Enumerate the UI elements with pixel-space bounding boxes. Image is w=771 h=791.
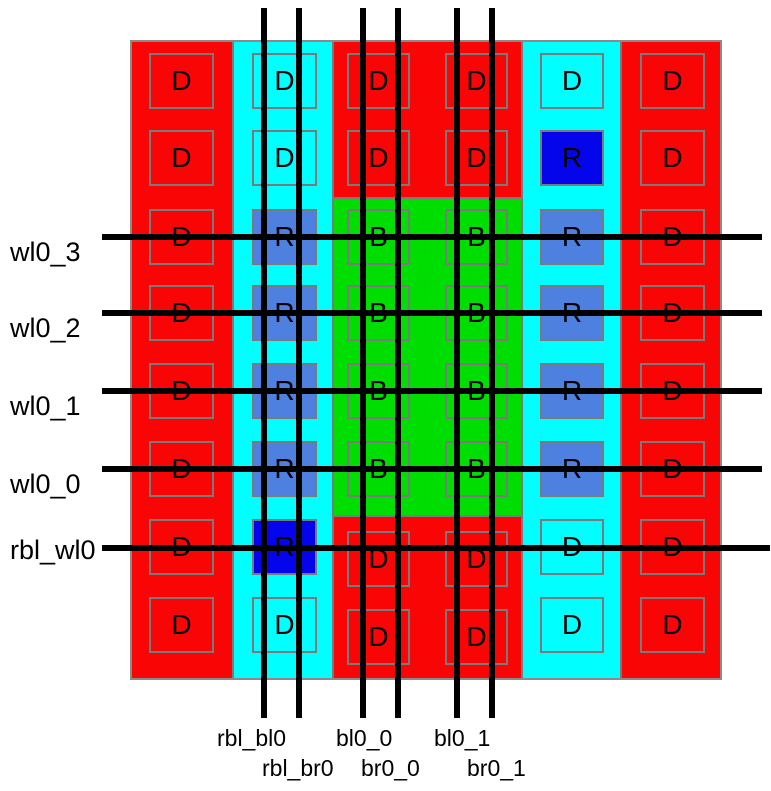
bitline-br0_0 bbox=[395, 8, 401, 718]
bitline-label-bl0_0: bl0_0 bbox=[336, 725, 393, 751]
cell-r0c4-d: D bbox=[540, 53, 604, 109]
cell-r0c5-d: D bbox=[640, 53, 705, 109]
cell-r1c0-d: D bbox=[149, 130, 214, 186]
bitline-bl0_1 bbox=[454, 8, 460, 718]
cell-r1c4-r: R bbox=[540, 130, 604, 186]
bitline-br0_1 bbox=[489, 8, 495, 718]
cell-r7c1-d: D bbox=[252, 597, 317, 653]
wordline-wl0_1 bbox=[102, 388, 762, 394]
bitline-label-br0_1: br0_1 bbox=[467, 755, 526, 781]
cell-r1c1-d: D bbox=[252, 130, 317, 186]
wordline-rbl_wl0 bbox=[102, 545, 770, 551]
cell-r1c2-d: D bbox=[347, 130, 410, 186]
cell-r7c4-d: D bbox=[540, 597, 604, 653]
wordline-label-rbl_wl0: rbl_wl0 bbox=[10, 535, 96, 565]
cell-r7c0-d: D bbox=[149, 597, 214, 653]
wordline-wl0_0 bbox=[102, 466, 762, 472]
bitline-label-br0_0: br0_0 bbox=[361, 755, 420, 781]
bitline-label-bl0_1: bl0_1 bbox=[434, 725, 491, 751]
wordline-wl0_2 bbox=[102, 310, 762, 316]
wordline-label-wl0_2: wl0_2 bbox=[10, 313, 81, 343]
cell-r7c3-d: D bbox=[445, 609, 508, 665]
wordline-label-wl0_0: wl0_0 bbox=[10, 469, 81, 499]
bitline-rbl_br0 bbox=[296, 8, 302, 718]
cell-r0c2-d: D bbox=[347, 53, 410, 109]
wordline-label-wl0_3: wl0_3 bbox=[10, 237, 81, 267]
cell-r0c1-d: D bbox=[252, 53, 317, 109]
cell-r1c5-d: D bbox=[640, 130, 705, 186]
bitline-bl0_0 bbox=[360, 8, 366, 718]
cell-r1c3-d: D bbox=[445, 130, 508, 186]
bitline-label-rbl_br0: rbl_br0 bbox=[262, 755, 334, 781]
cell-r0c3-d: D bbox=[445, 53, 508, 109]
bitline-rbl_bl0 bbox=[261, 8, 267, 718]
wordline-label-wl0_1: wl0_1 bbox=[10, 391, 81, 421]
bitline-label-rbl_bl0: rbl_bl0 bbox=[217, 725, 287, 751]
cell-r0c0-d: D bbox=[149, 53, 214, 109]
wordline-wl0_3 bbox=[102, 234, 762, 240]
cell-r7c5-d: D bbox=[640, 597, 705, 653]
cell-r7c2-d: D bbox=[347, 609, 410, 665]
